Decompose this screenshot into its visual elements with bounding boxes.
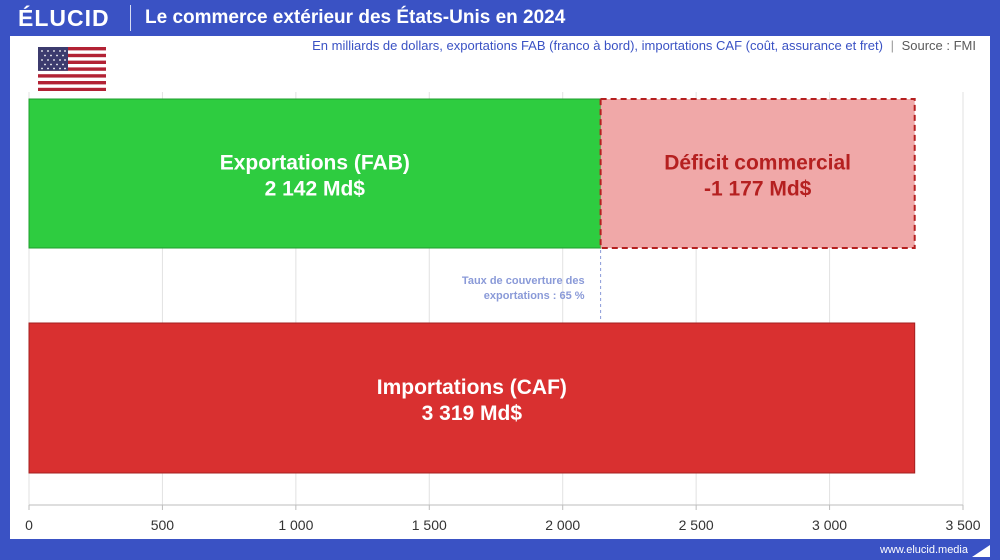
bar-deficit xyxy=(599,98,916,249)
header-bar: ÉLUCID Le commerce extérieur des États-U… xyxy=(0,0,1000,36)
footer-url: www.elucid.media xyxy=(879,544,968,556)
bar-value-exports: 2 142 Md$ xyxy=(265,178,366,201)
labels-layer: Exportations (FAB) 2 142 Md$ Déficit comme… xyxy=(220,152,851,426)
x-tick-label: 2 500 xyxy=(679,517,714,533)
bar-label-exports: Exportations (FAB) xyxy=(220,152,410,175)
x-tick-label: 500 xyxy=(151,517,175,533)
x-tick-label: 2 000 xyxy=(545,517,580,533)
x-tick-label: 3 000 xyxy=(812,517,847,533)
bar-value-imports: 3 319 Md$ xyxy=(422,402,523,425)
us-flag-icon xyxy=(38,47,106,91)
bar-label-imports: Importations (CAF) xyxy=(377,376,567,399)
source-label: Source : FMI xyxy=(901,38,976,53)
subtitle-separator: | xyxy=(890,38,894,53)
page-title: Le commerce extérieur des États-Unis en … xyxy=(145,7,566,28)
annotation-layer: Taux de couverture des exportations : 65 … xyxy=(462,250,602,322)
x-tick-label: 0 xyxy=(25,517,33,533)
bar-imports xyxy=(28,322,916,474)
x-tick-label: 1 000 xyxy=(278,517,313,533)
coverage-note-line1: Taux de couverture des xyxy=(462,275,585,287)
bar-label-deficit: Déficit commercial xyxy=(664,152,851,175)
header-divider xyxy=(130,5,131,31)
bar-exports xyxy=(28,98,602,249)
bars-layer xyxy=(28,98,916,474)
elucid-mark-icon xyxy=(972,545,990,557)
chart-subtitle: En milliards de dollars, exportations FA… xyxy=(312,38,976,53)
x-axis: 0 500 1 000 1 500 2 000 2 500 3 000 3 500 xyxy=(25,504,981,533)
bar-value-deficit: -1 177 Md$ xyxy=(704,178,812,201)
coverage-note-line2: exportations : 65 % xyxy=(484,290,585,302)
x-tick-label: 1 500 xyxy=(412,517,447,533)
x-tick-label: 3 500 xyxy=(945,517,980,533)
brand-logo: ÉLUCID xyxy=(18,4,110,31)
subtitle-text: En milliards de dollars, exportations FA… xyxy=(312,38,883,53)
